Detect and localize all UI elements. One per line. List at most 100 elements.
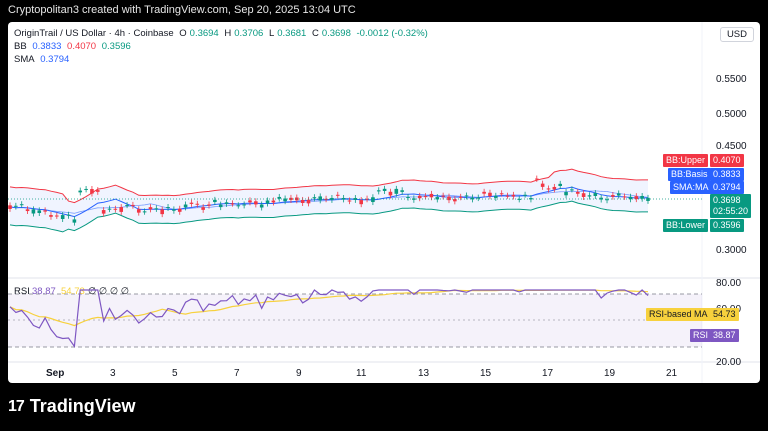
candle-body <box>464 195 469 197</box>
candle-body <box>540 183 545 187</box>
low-value: 0.3681 <box>277 28 307 39</box>
bb-lower-value: 0.3596 <box>101 41 131 52</box>
candle-body <box>78 190 83 193</box>
candle-body <box>546 188 551 190</box>
candle-body <box>400 190 404 192</box>
candle-body <box>318 196 323 201</box>
bb-basis-value: 0.3833 <box>32 41 62 52</box>
candle-body <box>107 208 112 210</box>
candle-body <box>154 208 159 210</box>
time-tick-label: 21 <box>666 368 678 379</box>
candle-body <box>306 199 311 204</box>
candle-body <box>136 209 141 213</box>
bb-upper-value-tag: 0.4070 <box>710 154 744 167</box>
candle-body <box>447 196 451 201</box>
candle-body <box>224 202 229 204</box>
bb-upper-tag: BB:Upper <box>663 154 709 167</box>
candle-body <box>189 202 194 204</box>
rsi-tag: RSI <box>690 329 712 342</box>
bb-legend[interactable]: BB 0.3833 0.4070 0.3596 <box>14 41 134 52</box>
candle-body <box>534 178 539 180</box>
time-tick-label: 15 <box>480 368 492 379</box>
candle-body <box>552 186 557 190</box>
candle-body <box>564 192 568 196</box>
candle-body <box>505 195 510 197</box>
low-label: L <box>268 28 275 39</box>
close-value: 0.3698 <box>321 28 351 39</box>
candle-body <box>499 193 504 195</box>
candle-body <box>254 201 258 205</box>
high-label: H <box>224 28 232 39</box>
candle-body <box>230 203 235 205</box>
rsi-ma-tag: RSI-based MA <box>646 308 711 321</box>
candle-body <box>394 188 399 194</box>
candle-body <box>113 208 118 210</box>
candle-body <box>31 209 36 214</box>
candle-body <box>177 208 182 212</box>
change-value: -0.0012 (-0.32%) <box>356 28 428 39</box>
candle-body <box>353 198 358 200</box>
candle-body <box>218 204 223 208</box>
bb-upper-line <box>9 168 648 204</box>
candle-body <box>605 199 609 201</box>
candle-body <box>470 197 475 200</box>
candle-body <box>341 197 346 200</box>
sma-line <box>9 190 649 214</box>
candle-body <box>570 189 574 191</box>
candle-body <box>166 207 170 209</box>
symbol-legend[interactable]: OriginTrail / US Dollar · 4h · Coinbase … <box>14 28 431 39</box>
candle-body <box>125 205 129 207</box>
candle-body <box>8 205 12 209</box>
rsi-legend-value: 38.87 <box>32 286 56 297</box>
candle-body <box>523 194 527 196</box>
last-price-tag: 0.3698 02:55:20 <box>710 194 752 218</box>
rsi-line <box>9 289 649 348</box>
sma-tag: SMA:MA <box>670 181 712 194</box>
candle-body <box>242 204 246 206</box>
time-tick-label: 11 <box>356 368 367 379</box>
candle-body <box>248 200 252 203</box>
candle-body <box>101 210 106 214</box>
candle-body <box>300 199 305 203</box>
time-tick-label: Sep <box>46 368 64 379</box>
currency-button[interactable]: USD <box>719 27 754 42</box>
candle-body <box>587 195 592 197</box>
candle-body <box>558 183 563 186</box>
candle-body <box>423 196 428 198</box>
open-value: 0.3694 <box>189 28 219 39</box>
candle-body <box>441 195 445 197</box>
candle-body <box>453 199 457 202</box>
candle-body <box>312 197 317 199</box>
candle-body <box>66 214 71 216</box>
candles-group <box>8 175 650 226</box>
time-tick-label: 5 <box>172 368 178 379</box>
candle-body <box>488 192 492 197</box>
candle-body <box>183 204 188 208</box>
rsi-value-tag: 38.87 <box>710 329 739 342</box>
candle-body <box>628 196 633 200</box>
candle-body <box>435 197 440 200</box>
candle-body <box>201 207 205 210</box>
bb-basis-tag: BB:Basis <box>668 168 711 181</box>
chart-window[interactable]: OriginTrail / US Dollar · 4h · Coinbase … <box>8 22 760 383</box>
chart-canvas[interactable]: 0.5500 0.5000 0.4500 0.3000 80.00 60.00 … <box>8 22 760 383</box>
sma-label: SMA <box>14 54 35 65</box>
candle-body <box>55 215 59 217</box>
price-tick-label: 0.4500 <box>716 141 747 152</box>
candle-body <box>49 215 53 217</box>
candle-body <box>575 191 580 194</box>
candle-body <box>265 200 270 204</box>
bb-basis-value-tag: 0.3833 <box>710 168 744 181</box>
price-tick-label: 0.5000 <box>716 109 747 120</box>
candle-body <box>347 200 352 202</box>
candle-body <box>622 196 627 198</box>
sma-value: 0.3794 <box>40 54 70 65</box>
candle-body <box>382 188 387 191</box>
candle-body <box>90 189 94 194</box>
candle-body <box>365 198 369 200</box>
sma-legend[interactable]: SMA 0.3794 <box>14 54 72 65</box>
candle-body <box>406 196 410 198</box>
bb-lower-tag: BB:Lower <box>663 219 709 232</box>
candle-body <box>476 197 481 199</box>
candle-body <box>335 194 340 196</box>
